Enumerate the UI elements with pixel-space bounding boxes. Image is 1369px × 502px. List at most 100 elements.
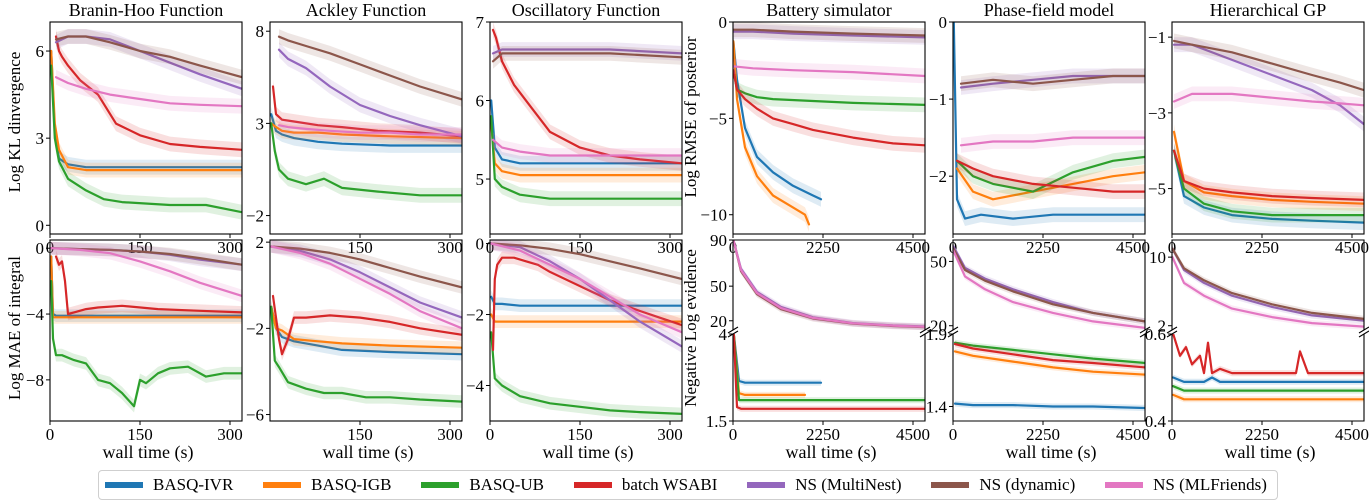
ytick-label-phase-ev-bottom: 1.4 [926, 398, 948, 417]
legend-item-batch-wsabi: batch WSABI [573, 475, 717, 495]
band-osc-kl-basq-ub [491, 108, 682, 207]
xlabel-branin-mae: wall time (s) [103, 442, 194, 463]
band-battery-ev-bottom-basq-ivr [733, 334, 821, 386]
series-hgp-rmse-batch-wsabi [1172, 149, 1364, 201]
chart-ackley-kl: −2 3 8 150 300 Ackley Function [246, 0, 463, 257]
xtick-label-battery-ev-bottom: 0 [729, 425, 738, 444]
xtick-label-hgp-ev-bottom: 2250 [1245, 425, 1279, 444]
series-ackley-mae-basq-ub [270, 305, 462, 403]
band-ackley-kl-basq-igb [271, 116, 462, 146]
title-battery-rmse: Battery simulator [766, 0, 891, 20]
title-hgp-rmse: Hierarchical GP [1210, 0, 1326, 20]
plot-area-hgp-rmse [1172, 33, 1364, 231]
frame-battery-ev-top [732, 239, 926, 330]
frame-battery-rmse [732, 21, 926, 235]
band-phase-rmse-batch-wsabi [957, 153, 1145, 199]
series-phase-rmse-ns-mlfriends [959, 136, 1145, 147]
xlabel-battery-ev-bottom: wall time (s) [786, 442, 877, 463]
series-battery-ev-top-ns-mlfriends [733, 240, 925, 328]
series-osc-kl-batch-wsabi [491, 28, 682, 165]
series-hgp-rmse-ns-dynamic [1172, 39, 1364, 92]
ytick-label-branin-kl: 0 [36, 216, 45, 235]
series-hgp-ev-bottom-basq-ivr [1172, 376, 1364, 383]
ytick-label-hgp-rmse: −1 [1148, 28, 1166, 47]
ytick-label-osc-mae: −4 [466, 377, 485, 396]
band-branin-kl-basq-ub [51, 58, 242, 220]
frame-phase-ev-bottom [952, 334, 1146, 422]
series-osc-kl-ns-multinest [491, 48, 682, 55]
ytick-label-battery-ev-top: 20 [710, 312, 727, 331]
band-osc-mae-basq-igb [491, 308, 682, 328]
ytick-label-ackley-mae: −2 [246, 319, 264, 338]
series-phase-rmse-basq-ub [955, 155, 1145, 193]
series-hgp-ev-top-ns-dynamic [1172, 247, 1364, 320]
series-ackley-kl-basq-ub [270, 122, 462, 197]
band-phase-rmse-ns-dynamic [961, 68, 1145, 92]
legend-item-ns-multinest: NS (MultiNest) [747, 475, 902, 495]
ytick-label-ackley-mae: 2 [256, 233, 265, 252]
ytick-label-battery-ev-top: 50 [710, 277, 727, 296]
xlabel-osc-mae: wall time (s) [543, 442, 634, 463]
ytick-label-osc-mae: 0 [476, 235, 485, 254]
band-hgp-ev-top-ns-multinest [1172, 245, 1364, 324]
frame-ackley-kl [269, 21, 463, 235]
series-branin-mae-ns-mlfriends [50, 247, 242, 297]
band-branin-kl-basq-ivr [51, 43, 242, 175]
series-ackley-kl-ns-mlfriends [277, 124, 462, 136]
xtick-label-phase-ev-bottom: 4500 [1116, 425, 1150, 444]
plot-area-phase-rmse [953, 22, 1145, 226]
legend-swatch-basq-ub [421, 482, 460, 488]
series-battery-rmse-basq-ivr [733, 40, 823, 201]
series-osc-mae-ns-mlfriends [490, 242, 682, 334]
legend-label-ns-multinest: NS (MultiNest) [795, 475, 902, 494]
ytick-label-phase-ev-top: 20 [930, 317, 947, 336]
xtick-label-hgp-ev-bottom: 4500 [1335, 425, 1369, 444]
ytick-label-battery-ev-bottom: 4 [719, 325, 728, 344]
band-osc-mae-ns-dynamic [491, 240, 682, 286]
series-ackley-kl-batch-wsabi [271, 85, 462, 138]
legend-swatch-ns-dynamic [931, 482, 970, 488]
frame-osc-mae [489, 239, 683, 422]
plot-area-osc-kl [490, 22, 682, 207]
band-hgp-rmse-ns-multinest [1174, 37, 1364, 132]
title-phase-rmse: Phase-field model [984, 0, 1114, 20]
band-branin-mae-ns-mlfriends [51, 241, 242, 303]
xtick-label-branin-mae: 150 [127, 425, 153, 444]
ylabel-log-rmse: Log RMSE of posterior [681, 36, 700, 197]
series-ackley-mae-batch-wsabi [271, 294, 462, 356]
series-hgp-rmse-ns-mlfriends [1172, 92, 1364, 107]
chart-battery-ev-bottom: 1.5 4 0 2250 4500 wall time (s) [706, 325, 931, 463]
frame-osc-kl [489, 21, 683, 235]
plot-area-ackley-mae [270, 240, 462, 408]
axis-break-mark [1139, 330, 1151, 338]
band-hgp-rmse-basq-ub [1174, 143, 1364, 223]
xtick-label-battery-ev-bottom: 2250 [806, 425, 840, 444]
band-hgp-rmse-basq-igb [1174, 124, 1364, 212]
chart-osc-mae: −4 −2 0 0 150 300 wall time (s) [466, 235, 683, 463]
series-phase-rmse-basq-ivr [953, 22, 1145, 220]
axis-break-mark [919, 326, 931, 334]
series-phase-ev-bottom-basq-ub [953, 341, 1145, 365]
xtick-label-branin-mae: 0 [46, 425, 55, 444]
legend-label-basq-ivr: BASQ-IVR [153, 475, 234, 494]
ytick-label-branin-kl: 3 [36, 129, 45, 148]
ytick-label-battery-ev-bottom: 1.5 [706, 412, 727, 431]
plot-area-ackley-kl [270, 29, 462, 203]
ytick-label-ackley-mae: −6 [246, 406, 264, 425]
xtick-label-osc-mae: 0 [486, 425, 495, 444]
series-phase-ev-top-ns-mlfriends [953, 249, 1145, 329]
chart-phase-ev-bottom: 1.4 1.9 0 2250 4500 wall time (s) [926, 325, 1151, 463]
band-osc-mae-ns-multinest [491, 240, 682, 353]
xlabel-ackley-mae: wall time (s) [323, 442, 414, 463]
frame-hgp-ev-bottom [1171, 334, 1365, 422]
band-phase-ev-top-ns-dynamic [953, 245, 1145, 325]
series-hgp-rmse-basq-ivr [1172, 149, 1364, 224]
plot-area-battery-rmse [733, 22, 925, 232]
series-ackley-mae-ns-mlfriends [270, 245, 462, 330]
plot-area-phase-ev-bottom [953, 339, 1145, 411]
